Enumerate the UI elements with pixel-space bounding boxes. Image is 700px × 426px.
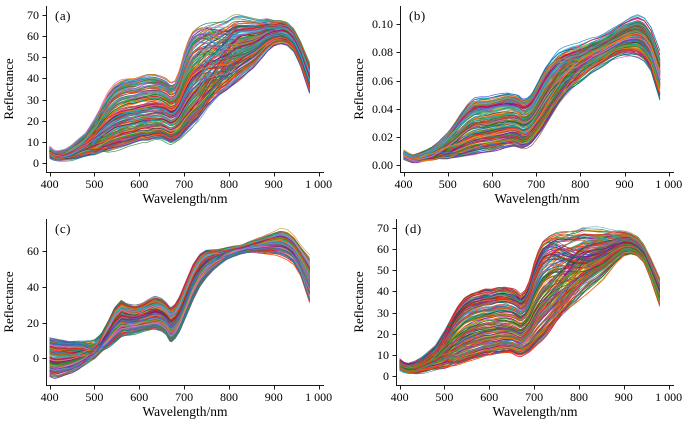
- y-tick-label: 20: [27, 113, 39, 128]
- x-tick-label: 1 000: [305, 177, 333, 191]
- x-tick-label: 800: [571, 177, 590, 191]
- spectra-plot-a: [0, 0, 350, 213]
- x-tick-label: 500: [85, 390, 104, 404]
- x-axis-title: Wavelength/nm: [142, 404, 228, 419]
- y-tick-label: 0.10: [372, 17, 393, 32]
- x-tick-label: 900: [614, 390, 633, 404]
- x-tick-label: 600: [130, 177, 149, 191]
- x-axis-title: Wavelength/nm: [492, 404, 578, 419]
- y-tick-label: 50: [377, 263, 389, 278]
- y-axis-title: Reflectance: [1, 58, 16, 120]
- x-tick-label: 700: [175, 177, 194, 191]
- y-tick-label: 50: [27, 50, 39, 65]
- spectra-plot-c: [0, 213, 350, 426]
- y-tick-label: 60: [27, 244, 39, 259]
- x-tick-label: 900: [264, 390, 283, 404]
- panel-b: Reflectance Wavelength/nm (b) 400 500 600 7…: [350, 0, 700, 213]
- y-tick-label: 0: [33, 156, 39, 171]
- y-tick-label: 30: [27, 92, 39, 107]
- y-tick-label: 0.02: [372, 129, 393, 144]
- x-tick-label: 600: [480, 390, 499, 404]
- panel-label-c: (c): [55, 221, 71, 236]
- x-tick-label: 400: [40, 177, 59, 191]
- x-tick-label: 700: [525, 390, 544, 404]
- x-tick-label: 1 000: [655, 177, 683, 191]
- x-tick-label: 400: [390, 390, 409, 404]
- y-tick-label: 0.04: [372, 101, 393, 116]
- x-tick-label: 700: [175, 390, 194, 404]
- y-tick-label: 60: [27, 28, 39, 43]
- x-axis-title: Wavelength/nm: [494, 191, 580, 206]
- x-tick-label: 500: [438, 177, 457, 191]
- x-tick-label: 800: [219, 390, 238, 404]
- y-tick-label: 40: [27, 71, 39, 86]
- y-tick-label: 40: [27, 279, 39, 294]
- spectra-plot-b: [350, 0, 700, 213]
- x-tick-label: 600: [130, 390, 149, 404]
- x-tick-label: 900: [615, 177, 634, 191]
- panel-d: Reflectance Wavelength/nm (d) 400 500 600 7…: [350, 213, 700, 426]
- y-tick-label: 0: [33, 351, 39, 366]
- x-tick-label: 500: [85, 177, 104, 191]
- panel-label-b: (b): [409, 8, 426, 23]
- x-tick-label: 800: [219, 177, 238, 191]
- panel-c: Reflectance Wavelength/nm (c) 400 500 600 7…: [0, 213, 350, 426]
- x-axis-title: Wavelength/nm: [142, 191, 228, 206]
- y-tick-label: 40: [377, 284, 389, 299]
- y-tick-label: 10: [377, 348, 389, 363]
- x-tick-label: 1 000: [655, 390, 683, 404]
- y-tick-label: 20: [27, 315, 39, 330]
- y-tick-label: 70: [377, 220, 389, 235]
- x-tick-label: 1 000: [305, 390, 333, 404]
- x-tick-label: 900: [264, 177, 283, 191]
- x-tick-label: 800: [569, 390, 588, 404]
- y-tick-label: 0.06: [372, 73, 393, 88]
- y-tick-label: 60: [377, 241, 389, 256]
- y-tick-label: 20: [377, 326, 389, 341]
- y-tick-label: 30: [377, 305, 389, 320]
- y-tick-label: 0.08: [372, 45, 393, 60]
- x-tick-label: 400: [394, 177, 413, 191]
- x-tick-label: 600: [482, 177, 501, 191]
- panel-label-a: (a): [55, 8, 71, 23]
- spectra-plot-d: [350, 213, 700, 426]
- x-tick-label: 400: [40, 390, 59, 404]
- panel-label-d: (d): [405, 221, 422, 236]
- y-tick-label: 70: [27, 7, 39, 22]
- y-tick-label: 10: [27, 135, 39, 150]
- y-axis-title: Reflectance: [351, 271, 366, 333]
- x-tick-label: 700: [527, 177, 546, 191]
- y-tick-label: 0: [383, 369, 389, 384]
- y-tick-label: 0.00: [372, 157, 393, 172]
- x-tick-label: 500: [435, 390, 454, 404]
- panel-a: Reflectance Wavelength/nm (a) 400 500 600 7…: [0, 0, 350, 213]
